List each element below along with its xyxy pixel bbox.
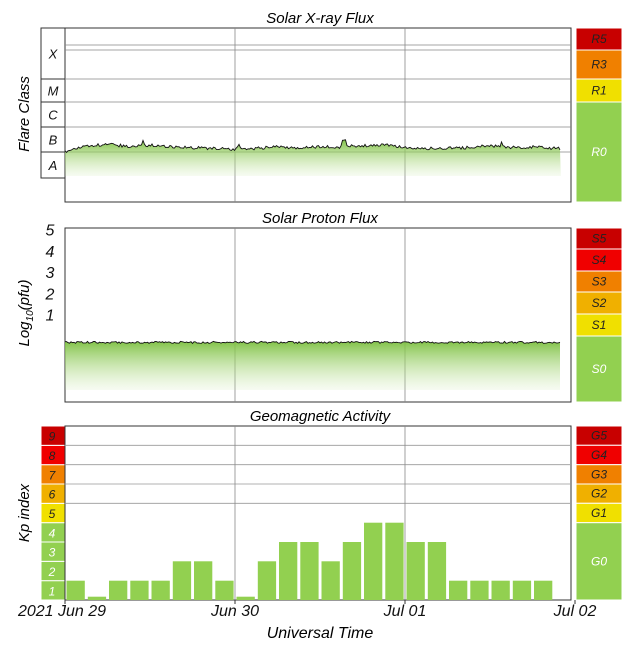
- kp-bar: [151, 580, 170, 600]
- kp-bar: [406, 542, 425, 600]
- kp-level-label: 8: [49, 449, 56, 463]
- kp-bar: [449, 580, 468, 600]
- r-scale-label: R0: [591, 145, 607, 159]
- flare-class-box: [40, 27, 66, 80]
- kp-level-label: 1: [49, 584, 56, 598]
- xray-ylabel: Flare Class: [16, 76, 33, 152]
- xray-title: Solar X-ray Flux: [266, 10, 374, 27]
- x-tick-label: Jul 01: [383, 603, 427, 620]
- s-scale-label: S2: [592, 296, 607, 310]
- r-scale-label: R3: [591, 58, 607, 72]
- proton-ytick-labels: 1 2 3 4 5: [45, 223, 55, 325]
- kp-bar: [87, 596, 107, 600]
- kp-bar: [194, 561, 213, 600]
- kp-level-label: 3: [49, 546, 56, 560]
- kp-bar: [342, 542, 362, 600]
- kp-bar: [427, 542, 447, 600]
- r-scale-label: R5: [591, 32, 607, 46]
- proton-flux-line: [64, 340, 561, 345]
- flare-class-box: [40, 126, 66, 153]
- x-tick-label: Jul 02: [553, 603, 597, 620]
- kp-bar: [300, 542, 319, 600]
- kp-bar: [215, 580, 234, 600]
- g-scale-label: G4: [591, 448, 607, 462]
- s-scale-label: S4: [592, 253, 607, 267]
- flare-class-label: A: [48, 158, 58, 173]
- kp-grid: [65, 426, 571, 600]
- kp-bar: [279, 542, 298, 600]
- proton-ytick-label: 5: [46, 223, 55, 240]
- r-scale-label: R1: [591, 84, 606, 98]
- proton-ytick-label: 1: [46, 308, 55, 325]
- g-scale-label: G1: [591, 506, 607, 520]
- kp-bar: [364, 522, 383, 600]
- s-scale-label: S0: [592, 362, 607, 376]
- s-scale-label: S1: [592, 318, 607, 332]
- kp-bar: [385, 522, 404, 600]
- kp-bar: [257, 561, 277, 600]
- kp-bar: [491, 580, 510, 600]
- kp-bar: [470, 580, 489, 600]
- kp-level-label: 2: [48, 565, 56, 579]
- kp-bar: [534, 580, 553, 600]
- x-axis-label: Universal Time: [267, 625, 374, 642]
- x-tick-label: 2021 Jun 29: [17, 603, 106, 620]
- flare-class-label: B: [49, 133, 58, 148]
- kp-bar: [130, 580, 149, 600]
- kp-level-scale: 1 2 3 4 5 6 7 8 9: [40, 425, 66, 601]
- kp-bars: [66, 522, 553, 600]
- kp-bar: [512, 580, 532, 600]
- flare-class-box: [40, 151, 66, 179]
- kp-bar: [109, 580, 128, 600]
- proton-title: Solar Proton Flux: [262, 210, 378, 227]
- proton-series: [64, 340, 561, 390]
- xray-series: [64, 139, 561, 176]
- s-scale-label: S5: [592, 232, 607, 246]
- proton-s-scale: S5 S4 S3 S2 S1 S0: [575, 227, 623, 403]
- g-scale-label: G0: [591, 554, 607, 568]
- kp-g-scale: G5 G4 G3 G2 G1 G0: [575, 425, 623, 601]
- flare-class-label: C: [48, 108, 58, 123]
- g-scale-label: G2: [591, 487, 607, 501]
- proton-ytick-label: 2: [45, 286, 55, 303]
- proton-ytick-label: 3: [46, 265, 55, 282]
- kp-level-label: 5: [49, 507, 56, 521]
- proton-ylabel: Log10(pfu): [16, 279, 36, 346]
- proton-ytick-label: 4: [46, 244, 55, 261]
- r-scale-band: [575, 49, 623, 80]
- r-scale-band: [575, 101, 623, 203]
- xray-r-scale: R5 R3 R1 R0: [575, 27, 623, 203]
- time-axis-ticks: 2021 Jun 29 Jun 30 Jul 01 Jul 02: [17, 600, 596, 620]
- kp-bar: [321, 561, 340, 600]
- kp-bar: [66, 580, 85, 600]
- kp-level-label: 9: [49, 430, 56, 444]
- s-scale-band: [575, 335, 623, 403]
- flare-class-box: [40, 101, 66, 128]
- kp-title: Geomagnetic Activity: [250, 408, 392, 425]
- xray-flux-line: [64, 139, 561, 154]
- kp-level-label: 6: [49, 488, 56, 502]
- x-tick-label: Jun 30: [210, 603, 259, 620]
- proton-flux-area: [65, 341, 560, 390]
- flare-class-label: X: [48, 47, 59, 62]
- flare-class-label: M: [48, 84, 59, 99]
- kp-ylabel: Kp index: [16, 483, 33, 542]
- s-scale-label: S3: [592, 275, 607, 289]
- kp-level-label: 7: [49, 468, 57, 482]
- kp-bar: [236, 596, 255, 600]
- kp-bar: [172, 561, 192, 600]
- kp-level-label: 4: [49, 526, 56, 540]
- g-scale-band: [575, 522, 623, 601]
- g-scale-label: G5: [591, 429, 607, 443]
- g-scale-label: G3: [591, 467, 607, 481]
